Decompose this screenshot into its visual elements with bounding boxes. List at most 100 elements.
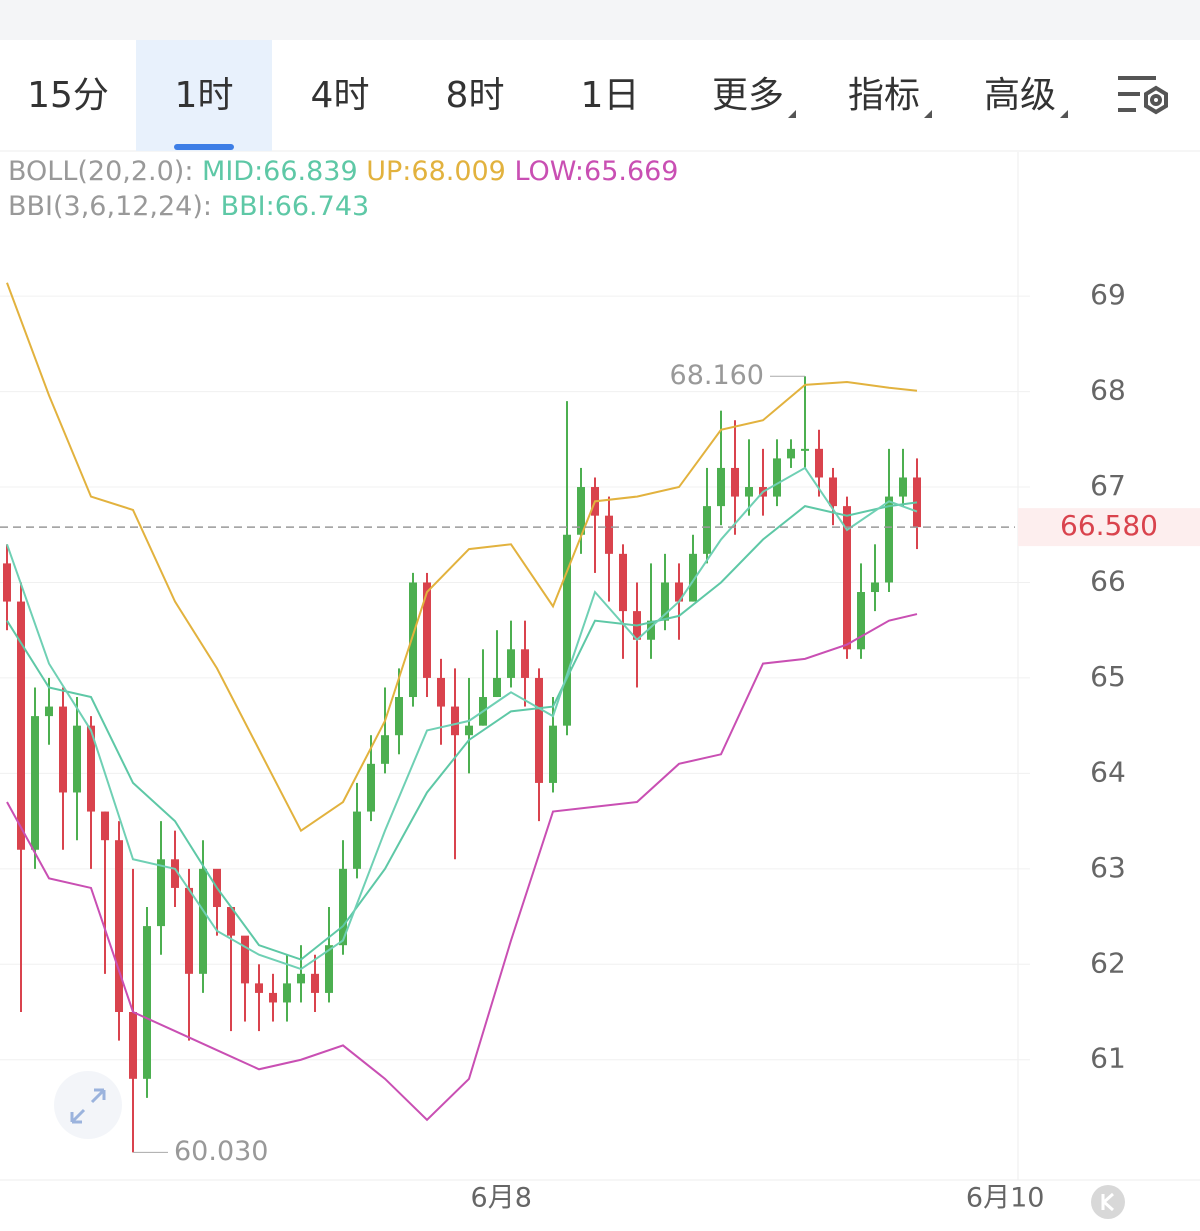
candle-body bbox=[913, 477, 921, 528]
candle-body bbox=[843, 506, 851, 650]
tab[interactable]: 更多 bbox=[712, 75, 784, 116]
y-tick-label: 67 bbox=[1090, 469, 1126, 502]
candle-body bbox=[731, 467, 739, 497]
candle-body bbox=[675, 582, 683, 602]
candle-body bbox=[605, 515, 613, 554]
y-tick-label: 66 bbox=[1090, 564, 1126, 597]
candle-body bbox=[73, 725, 81, 793]
candle-body bbox=[157, 859, 165, 927]
y-tick-label: 64 bbox=[1090, 755, 1126, 788]
candle-body bbox=[773, 458, 781, 497]
candle-body bbox=[521, 649, 529, 678]
y-tick-label: 61 bbox=[1090, 1042, 1126, 1075]
legend-label: BBI(3,6,12,24): bbox=[8, 191, 212, 222]
candle-body bbox=[885, 496, 893, 583]
annotation-label: 60.030 bbox=[174, 1136, 268, 1167]
indicator-line bbox=[6, 501, 918, 961]
candle-body bbox=[45, 706, 53, 717]
candle-body bbox=[101, 811, 109, 841]
legend-low: LOW:65.669 bbox=[514, 156, 678, 187]
indicator-line bbox=[6, 466, 918, 971]
candle-body bbox=[255, 983, 263, 993]
last-price-tag bbox=[1018, 508, 1200, 547]
y-tick-label: 63 bbox=[1090, 851, 1126, 884]
dropdown-caret bbox=[788, 110, 796, 118]
candle-body bbox=[311, 973, 319, 993]
indicator-line bbox=[6, 613, 918, 1122]
candle-body bbox=[801, 448, 809, 451]
candle-body bbox=[3, 563, 11, 602]
candle-body bbox=[87, 725, 95, 812]
candle-body bbox=[17, 601, 25, 850]
tab-highlight bbox=[136, 40, 272, 151]
candle-body bbox=[745, 487, 753, 497]
candle-body bbox=[297, 973, 305, 984]
tab[interactable]: 高级 bbox=[984, 75, 1056, 116]
candle-body bbox=[871, 582, 879, 593]
candle-body bbox=[437, 677, 445, 707]
candle-body bbox=[717, 467, 725, 507]
k-button[interactable] bbox=[1091, 1185, 1125, 1219]
settings-icon[interactable] bbox=[1118, 76, 1168, 115]
indicator-legend: BOLL(20,2.0): MID:66.839 UP:68.009 LOW:6… bbox=[8, 156, 679, 222]
candle-body bbox=[115, 840, 123, 1013]
tab[interactable]: 1时 bbox=[175, 75, 234, 116]
candle-body bbox=[815, 448, 823, 478]
candle-body bbox=[171, 859, 179, 888]
candle-body bbox=[269, 992, 277, 1003]
candle-body bbox=[647, 620, 655, 640]
candle-body bbox=[689, 553, 697, 602]
legend-mid: MID:66.839 bbox=[202, 156, 358, 187]
candle-body bbox=[549, 725, 557, 783]
candle-body bbox=[199, 868, 207, 974]
candle-body bbox=[787, 448, 795, 459]
candle-body bbox=[619, 553, 627, 612]
candle-body bbox=[493, 677, 501, 698]
tab[interactable]: 15分 bbox=[27, 75, 109, 116]
x-tick-label: 6月8 bbox=[471, 1183, 532, 1214]
dropdown-caret bbox=[1060, 110, 1068, 118]
candle-body bbox=[409, 582, 417, 698]
candle-body bbox=[339, 868, 347, 946]
candle-body bbox=[381, 735, 389, 764]
candle-body bbox=[563, 534, 571, 726]
status-strip bbox=[0, 0, 1200, 40]
candle-body bbox=[507, 649, 515, 678]
last-price-label: 66.580 bbox=[1060, 509, 1158, 542]
candle-body bbox=[227, 907, 235, 936]
y-tick-label: 62 bbox=[1090, 946, 1126, 979]
legend-up: UP:68.009 bbox=[366, 156, 506, 187]
tab[interactable]: 4时 bbox=[311, 75, 370, 116]
candle-body bbox=[129, 1012, 137, 1079]
candle-body bbox=[451, 706, 459, 736]
candle-body bbox=[465, 725, 473, 736]
expand-button[interactable] bbox=[54, 1071, 122, 1139]
y-tick-label: 68 bbox=[1090, 374, 1126, 407]
candle-body bbox=[367, 763, 375, 812]
candle-body bbox=[899, 477, 907, 497]
legend-bbi: BBI:66.743 bbox=[221, 191, 370, 222]
tab[interactable]: 1日 bbox=[581, 75, 640, 116]
candle-body bbox=[241, 935, 249, 984]
tab[interactable]: 指标 bbox=[848, 75, 920, 116]
candle-body bbox=[661, 582, 669, 621]
indicator-line bbox=[6, 282, 918, 833]
candle-body bbox=[857, 592, 865, 650]
tab-underline bbox=[174, 144, 234, 150]
annotation-label: 68.160 bbox=[670, 360, 764, 391]
y-tick-label: 69 bbox=[1090, 278, 1126, 311]
candle-body bbox=[829, 477, 837, 507]
candle-body bbox=[325, 945, 333, 993]
dropdown-caret bbox=[924, 110, 932, 118]
candle-body bbox=[143, 926, 151, 1079]
candle-body bbox=[423, 582, 431, 678]
candle-body bbox=[31, 716, 39, 850]
candle-body bbox=[395, 697, 403, 736]
candle-body bbox=[59, 706, 67, 793]
tab[interactable]: 8时 bbox=[446, 75, 505, 116]
candle-body bbox=[577, 487, 585, 535]
candle-body bbox=[353, 811, 361, 869]
y-tick-label: 65 bbox=[1090, 660, 1126, 693]
candle-body bbox=[535, 677, 543, 783]
